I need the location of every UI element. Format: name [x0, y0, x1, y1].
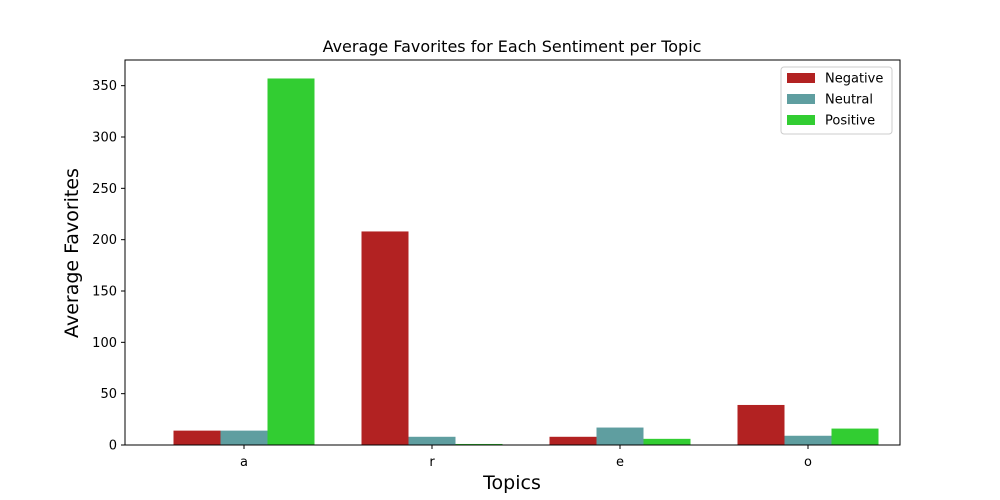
bar-negative-o	[737, 404, 785, 445]
y-tick-label: 200	[92, 233, 117, 248]
y-tick-label: 50	[100, 387, 117, 402]
legend-swatch-neutral	[787, 94, 815, 104]
y-axis-label: Average Favorites	[61, 168, 83, 338]
y-axis: 0 50 100 150 200 250 300 350	[92, 79, 125, 454]
bar-positive-a	[267, 78, 315, 445]
chart-title: Average Favorites for Each Sentiment per…	[323, 37, 702, 56]
legend-label-neutral: Neutral	[825, 93, 873, 108]
legend-label-positive: Positive	[825, 114, 875, 129]
x-tick-label: a	[240, 455, 248, 470]
plot-frame	[124, 59, 901, 446]
bar-neutral-o	[784, 435, 832, 445]
x-tick-label: r	[429, 455, 435, 470]
x-tick-label: e	[616, 455, 624, 470]
y-tick-label: 100	[92, 336, 117, 351]
y-tick-label: 150	[92, 285, 117, 300]
bars-layer	[173, 78, 879, 445]
y-tick-label: 250	[92, 182, 117, 197]
x-axis-label: Topics	[482, 472, 541, 494]
y-tick-label: 300	[92, 131, 117, 146]
bar-positive-e	[643, 438, 691, 445]
bar-negative-r	[361, 231, 409, 445]
legend-label-negative: Negative	[825, 72, 883, 87]
bar-positive-o	[831, 428, 879, 445]
bar-negative-e	[549, 436, 597, 445]
bar-neutral-r	[408, 436, 456, 445]
legend: Negative Neutral Positive	[780, 66, 893, 135]
legend-swatch-positive	[787, 115, 815, 125]
y-tick-label: 0	[109, 439, 117, 454]
x-tick-label: o	[804, 455, 812, 470]
y-tick-label: 350	[92, 79, 117, 94]
bar-neutral-e	[596, 427, 644, 445]
bar-neutral-a	[220, 430, 268, 445]
bar-positive-r	[455, 443, 503, 445]
bar-negative-a	[173, 430, 221, 445]
legend-swatch-negative	[787, 73, 815, 83]
